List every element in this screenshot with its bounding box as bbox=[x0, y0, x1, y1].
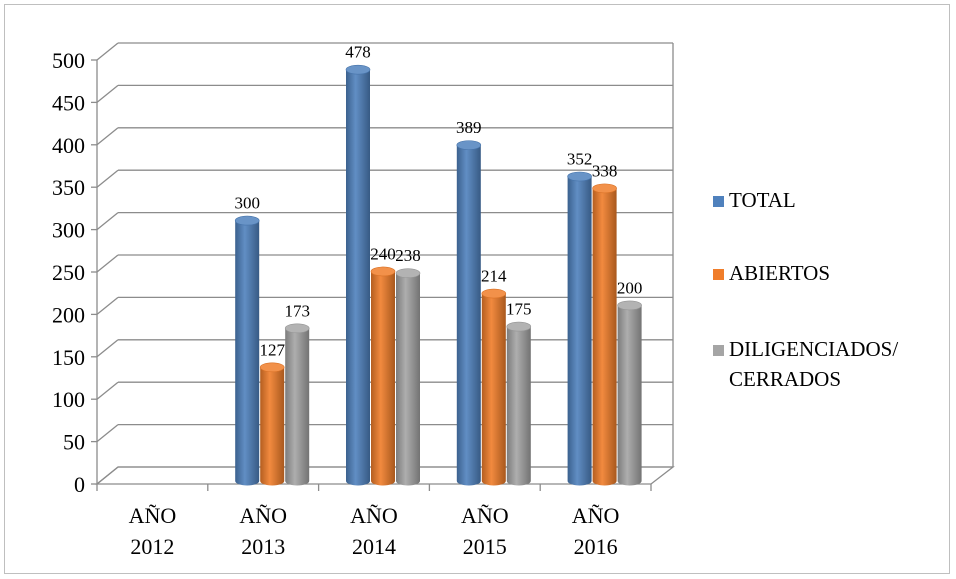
bar-abiertos-2 bbox=[371, 271, 395, 486]
y-tick-label-250: 250 bbox=[52, 260, 85, 285]
bar-top-1-3 bbox=[481, 288, 507, 299]
bar-top-1-1 bbox=[259, 362, 285, 373]
legend-swatch-1 bbox=[713, 269, 724, 280]
bar-top-2-1 bbox=[284, 323, 310, 334]
legend-label-2: DILIGENCIADOS/CERRADOS bbox=[729, 337, 898, 391]
bar-abiertos-1 bbox=[260, 367, 285, 486]
bar-top-2-2 bbox=[395, 268, 421, 278]
bar-top-0-2 bbox=[345, 64, 371, 75]
y-tick-label-500: 500 bbox=[52, 48, 85, 73]
data-label-2-4: 200 bbox=[617, 278, 643, 297]
bar-total-4 bbox=[567, 176, 592, 486]
gridline-side-450 bbox=[96, 84, 119, 103]
x-tick-label-2: AÑO 2014 bbox=[350, 503, 398, 559]
y-tick-label-0: 0 bbox=[74, 472, 85, 497]
y-tick-label-300: 300 bbox=[52, 218, 85, 243]
data-label-2-3: 175 bbox=[506, 300, 532, 319]
bar-total-1 bbox=[235, 220, 260, 486]
data-label-0-4: 352 bbox=[567, 150, 593, 169]
data-label-1-3: 214 bbox=[481, 267, 507, 286]
bar-diligenciados-2 bbox=[396, 273, 420, 486]
gridline-side-150 bbox=[96, 339, 119, 358]
data-label-1-4: 338 bbox=[592, 161, 618, 180]
gridline-side-100 bbox=[96, 381, 119, 400]
y-tick-label-350: 350 bbox=[52, 175, 85, 200]
data-label-1-1: 127 bbox=[259, 340, 285, 359]
y-tick-label-150: 150 bbox=[52, 345, 85, 370]
gridline-side-350 bbox=[96, 169, 119, 188]
y-tick-label-100: 100 bbox=[52, 387, 85, 412]
bar-diligenciados-3 bbox=[506, 326, 531, 486]
gridline-side-500 bbox=[96, 42, 119, 61]
y-tick-label-200: 200 bbox=[52, 302, 85, 327]
legend-label-1: ABIERTOS bbox=[729, 261, 830, 285]
x-tick-label-3: AÑO 2015 bbox=[461, 503, 509, 559]
legend-swatch-0 bbox=[713, 196, 724, 207]
bar-diligenciados-4 bbox=[617, 305, 642, 486]
bar-total-3 bbox=[456, 145, 481, 486]
bar-diligenciados-1 bbox=[285, 328, 310, 486]
bar-top-2-4 bbox=[617, 300, 642, 311]
x-tick-label-1: AÑO 2013 bbox=[239, 503, 287, 559]
gridline-side-300 bbox=[96, 212, 119, 231]
bar-top-0-3 bbox=[456, 140, 482, 150]
bar-abiertos-3 bbox=[481, 293, 506, 486]
bar-abiertos-4 bbox=[592, 188, 617, 486]
bar-top-1-4 bbox=[592, 183, 617, 194]
gridline-side-50 bbox=[96, 424, 119, 443]
bar-top-0-1 bbox=[234, 215, 260, 226]
y-tick-label-50: 50 bbox=[63, 430, 85, 455]
gridline-side-250 bbox=[96, 254, 119, 273]
y-tick-label-400: 400 bbox=[52, 133, 85, 158]
bar-top-0-4 bbox=[567, 171, 592, 182]
bar-top-1-2 bbox=[370, 266, 396, 277]
data-label-0-2: 478 bbox=[345, 43, 371, 62]
gridline-side-200 bbox=[96, 296, 119, 315]
data-label-1-2: 240 bbox=[370, 244, 396, 263]
data-label-0-3: 389 bbox=[456, 118, 482, 137]
legend-label-0: TOTAL bbox=[729, 188, 796, 212]
data-label-2-1: 173 bbox=[284, 301, 310, 320]
data-label-0-1: 300 bbox=[234, 194, 260, 213]
gridline-side-400 bbox=[96, 127, 119, 146]
legend-swatch-2 bbox=[713, 345, 724, 356]
data-label-2-2: 238 bbox=[395, 246, 421, 265]
x-tick-label-4: AÑO 2016 bbox=[572, 503, 620, 559]
x-tick-label-0: AÑO 2012 bbox=[129, 503, 177, 559]
bar-total-2 bbox=[346, 69, 370, 486]
y-tick-label-450: 450 bbox=[52, 90, 85, 115]
bar-top-2-3 bbox=[506, 321, 532, 332]
